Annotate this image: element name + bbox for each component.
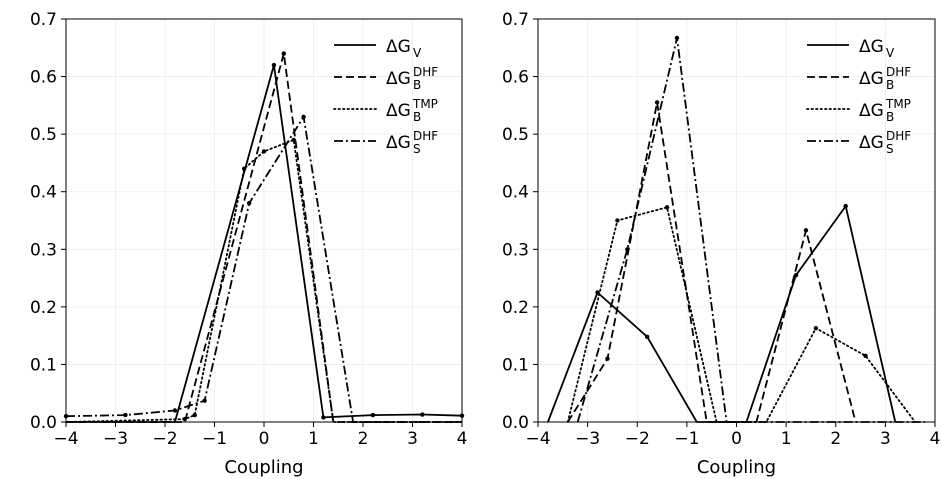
x-tick-label: −3	[575, 429, 600, 449]
y-tick-label: 0.3	[502, 240, 529, 260]
x-axis-label: Coupling	[697, 457, 776, 478]
series-line-dashdot	[65, 116, 462, 423]
y-tick-label: 0.5	[502, 125, 529, 145]
y-tick-label: 0.6	[30, 68, 57, 88]
x-tick-label: −2	[625, 429, 650, 449]
data-point	[172, 408, 178, 413]
legend-label-subscript: S	[413, 142, 421, 156]
data-point	[625, 247, 630, 252]
legend-label-subscript: B	[413, 110, 421, 124]
legend-label-main: ΔG	[859, 37, 884, 57]
data-point	[301, 114, 306, 120]
legend-label-main: ΔG	[386, 69, 411, 89]
legend-label-main: ΔG	[386, 101, 411, 121]
data-point	[123, 412, 128, 418]
y-tick-label: 0.0	[30, 413, 57, 433]
legend-label: ΔG DHF B	[386, 65, 438, 92]
y-tick-label: 0.7	[502, 10, 529, 30]
x-tick-label: −3	[103, 429, 128, 449]
legend-label: ΔG DHF S	[859, 129, 911, 156]
data-point	[291, 137, 296, 143]
y-tick-label: 0.2	[502, 298, 529, 318]
legend-label-main: ΔG	[859, 133, 884, 153]
x-tick-label: 2	[358, 429, 369, 449]
left-chart-panel: −4 −3 −2 −1 0 1 2 3 4 0.0 0.1 0.2 0.3 0.4 0.5 0.6 0.7 Cou…	[30, 10, 467, 478]
legend-label: ΔG V	[859, 37, 895, 60]
legend-label-main: ΔG	[859, 101, 884, 121]
legend-label: ΔG DHF B	[859, 65, 911, 92]
series-line-dotted	[566, 206, 916, 423]
data-point	[644, 334, 650, 339]
data-point	[271, 62, 277, 68]
right-chart-panel: −4 −3 −2 −1 0 1 2 3 4 0.0 0.1 0.2 0.3 0.4 0.5 0.6 0.7 Cou…	[502, 10, 940, 478]
legend-label-subscript: B	[886, 78, 894, 92]
y-tick-label: 0.2	[30, 298, 57, 318]
legend-label-superscript: TMP	[885, 97, 911, 111]
legend-label-main: ΔG	[386, 133, 411, 153]
x-tick-label: −1	[202, 429, 227, 449]
legend-label-main: ΔG	[859, 69, 884, 89]
x-axis-label: Coupling	[224, 457, 303, 478]
x-tick-label: −2	[152, 429, 177, 449]
x-tick-label: 4	[930, 429, 941, 449]
data-point	[813, 325, 819, 331]
y-tick-label: 0.1	[30, 355, 57, 375]
data-point	[242, 166, 247, 171]
x-tick-label: 3	[407, 429, 418, 449]
legend-label-main: ΔG	[386, 37, 411, 57]
y-tick-label: 0.0	[502, 413, 529, 433]
y-tick-label: 0.7	[30, 10, 57, 30]
legend-label: ΔG TMP B	[386, 97, 438, 124]
legend-label: ΔG DHF S	[386, 129, 438, 156]
y-tick-label: 0.5	[30, 125, 57, 145]
data-point	[370, 412, 376, 418]
x-tick-label: 3	[880, 429, 891, 449]
legend-label-subscript: S	[886, 142, 894, 156]
x-tick-label: 1	[308, 429, 319, 449]
data-point	[182, 416, 187, 422]
legend-label: ΔG V	[386, 37, 422, 60]
legend-label-superscript: TMP	[412, 97, 438, 111]
legend-label-subscript: B	[413, 78, 421, 92]
y-tick-label: 0.1	[502, 355, 529, 375]
x-tick-label: −4	[53, 429, 78, 449]
x-tick-label: −4	[525, 429, 550, 449]
data-point	[192, 412, 197, 418]
data-point	[803, 228, 809, 233]
x-tick-label: −1	[674, 429, 699, 449]
x-tick-label: 1	[781, 429, 792, 449]
data-point	[843, 203, 848, 209]
data-point	[654, 100, 660, 105]
series-line-dashed	[567, 101, 857, 423]
data-point	[863, 353, 868, 358]
data-point	[420, 412, 425, 417]
x-tick-label: 0	[731, 429, 742, 449]
y-tick-label: 0.4	[30, 183, 57, 203]
y-tick-label: 0.6	[502, 68, 529, 88]
data-point	[664, 205, 670, 210]
x-tick-label: 0	[259, 429, 270, 449]
data-point	[605, 356, 610, 361]
data-point	[281, 51, 286, 56]
legend-label-superscript: DHF	[886, 65, 911, 79]
data-point	[202, 398, 207, 403]
legend-label-subscript: B	[886, 110, 894, 124]
x-tick-label: 4	[457, 429, 468, 449]
legend-label-superscript: DHF	[886, 129, 911, 143]
data-point	[261, 149, 267, 154]
legend-label-subscript: V	[413, 46, 422, 60]
x-tick-label: 2	[830, 429, 841, 449]
y-tick-label: 0.3	[30, 240, 57, 260]
legend-label-subscript: V	[886, 46, 895, 60]
legend-label-superscript: DHF	[413, 129, 438, 143]
data-point	[321, 415, 326, 420]
data-point	[246, 201, 252, 206]
legend-label-superscript: DHF	[413, 65, 438, 79]
y-tick-label: 0.4	[502, 183, 529, 203]
data-point	[615, 218, 620, 223]
data-point	[674, 35, 680, 41]
legend-label: ΔG TMP B	[859, 97, 911, 124]
